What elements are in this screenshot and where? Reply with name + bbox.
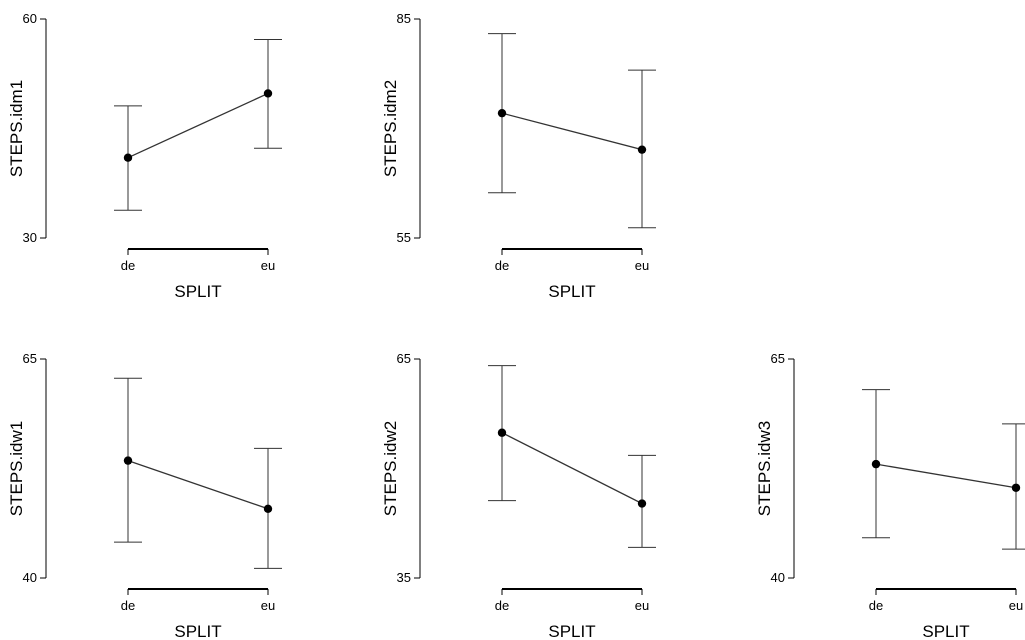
- data-point-de: [497, 428, 507, 437]
- x-axis-title: SPLIT: [922, 622, 969, 640]
- x-tick-label-de: de: [495, 598, 509, 613]
- y-tick-label: 60: [23, 11, 37, 26]
- series-line: [127, 92, 269, 159]
- x-axis-title: SPLIT: [174, 622, 221, 640]
- x-axis-title: SPLIT: [548, 622, 595, 640]
- x-axis-title: SPLIT: [548, 282, 595, 301]
- y-tick-label: 85: [397, 11, 411, 26]
- series-line: [127, 460, 269, 510]
- y-axis-title: STEPS.idm2: [381, 80, 400, 177]
- data-point-de: [497, 108, 507, 118]
- x-tick-label-eu: eu: [261, 258, 275, 273]
- series-line: [875, 463, 1017, 489]
- y-axis-title: STEPS.idw1: [7, 421, 26, 516]
- panel-5: 40 65 STEPS.idw3 de eu SPLIT: [755, 351, 1025, 640]
- data-point-de: [123, 456, 133, 465]
- y-tick-label: 40: [23, 570, 37, 585]
- data-point-eu: [263, 504, 273, 513]
- panel-3: 40 65 STEPS.idw1 de eu SPLIT: [7, 351, 282, 640]
- y-tick-label: 55: [397, 230, 411, 245]
- x-tick-label-de: de: [869, 598, 883, 613]
- data-point-eu: [1011, 483, 1021, 492]
- y-axis-title: STEPS.idw3: [755, 421, 774, 516]
- data-point-de: [871, 459, 881, 469]
- x-tick-label-de: de: [495, 258, 509, 273]
- data-point-de: [123, 153, 133, 162]
- y-axis-title: STEPS.idm1: [7, 80, 26, 177]
- y-tick-label: 30: [23, 230, 37, 245]
- data-point-eu: [637, 499, 647, 508]
- panel-2: 55 85 STEPS.idm2 de eu SPLIT: [381, 11, 656, 301]
- series-line: [501, 112, 643, 151]
- x-tick-label-eu: eu: [1009, 598, 1023, 613]
- y-tick-label: 65: [23, 351, 37, 366]
- y-tick-label: 65: [397, 351, 411, 366]
- data-point-eu: [263, 89, 273, 98]
- y-tick-label: 35: [397, 570, 411, 585]
- x-tick-label-de: de: [121, 598, 135, 613]
- x-tick-label-de: de: [121, 258, 135, 273]
- x-tick-label-eu: eu: [635, 258, 649, 273]
- panel-4: 35 65 STEPS.idw2 de eu SPLIT: [381, 351, 656, 640]
- series-line: [501, 432, 643, 505]
- panel-1: 30 60 STEPS.idm1 de eu SPLIT: [7, 11, 282, 301]
- y-tick-label: 40: [771, 570, 785, 585]
- x-tick-label-eu: eu: [635, 598, 649, 613]
- data-point-eu: [637, 145, 647, 154]
- y-axis-title: STEPS.idw2: [381, 421, 400, 516]
- x-tick-label-eu: eu: [261, 598, 275, 613]
- y-tick-label: 65: [771, 351, 785, 366]
- x-axis-title: SPLIT: [174, 282, 221, 301]
